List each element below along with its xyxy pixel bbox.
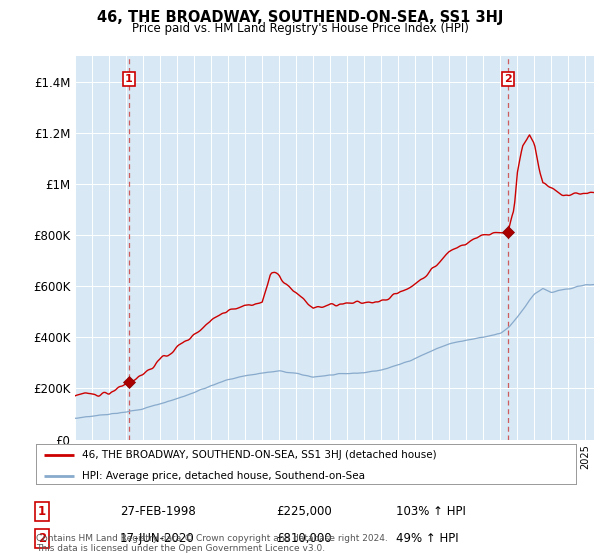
Text: 1: 1	[125, 74, 133, 84]
Text: 27-FEB-1998: 27-FEB-1998	[120, 505, 196, 518]
Text: 2: 2	[38, 532, 46, 545]
Text: 49% ↑ HPI: 49% ↑ HPI	[396, 532, 458, 545]
Text: Contains HM Land Registry data © Crown copyright and database right 2024.
This d: Contains HM Land Registry data © Crown c…	[36, 534, 388, 553]
Text: 46, THE BROADWAY, SOUTHEND-ON-SEA, SS1 3HJ: 46, THE BROADWAY, SOUTHEND-ON-SEA, SS1 3…	[97, 10, 503, 25]
Text: Price paid vs. HM Land Registry's House Price Index (HPI): Price paid vs. HM Land Registry's House …	[131, 22, 469, 35]
Text: 103% ↑ HPI: 103% ↑ HPI	[396, 505, 466, 518]
Text: £810,000: £810,000	[276, 532, 332, 545]
Text: 2: 2	[505, 74, 512, 84]
Text: 17-JUN-2020: 17-JUN-2020	[120, 532, 195, 545]
Text: 46, THE BROADWAY, SOUTHEND-ON-SEA, SS1 3HJ (detached house): 46, THE BROADWAY, SOUTHEND-ON-SEA, SS1 3…	[82, 450, 437, 460]
Text: 1: 1	[38, 505, 46, 518]
Text: HPI: Average price, detached house, Southend-on-Sea: HPI: Average price, detached house, Sout…	[82, 470, 365, 480]
Text: £225,000: £225,000	[276, 505, 332, 518]
